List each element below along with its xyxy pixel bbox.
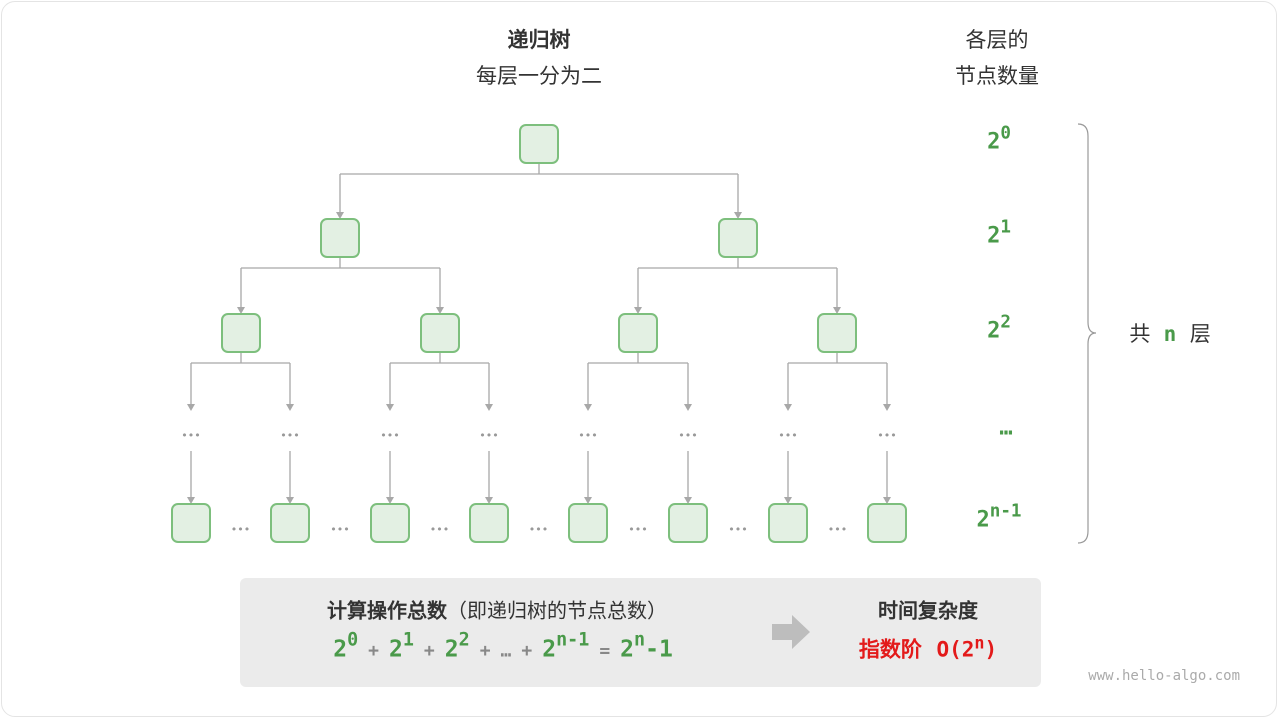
arrowhead-icon [286,404,294,411]
summary-formula: 20 +21 +22 +… +2n-1 = 2n-1 [333,629,673,663]
tree-node [867,503,907,543]
arrowhead-icon [634,307,642,314]
tree-node [668,503,708,543]
watermark: www.hello-algo.com [1088,668,1240,684]
arrowhead-icon [485,497,493,504]
ellipsis: ••• [628,523,647,536]
tree-node [618,313,658,353]
arrowhead-icon [286,497,294,504]
arrowhead-icon [684,404,692,411]
tree-node [320,218,360,258]
total-layers-label: 共 n 层 [1129,322,1211,346]
diagram-subtitle: 每层一分为二 [476,64,602,88]
ellipsis: ••• [728,523,747,536]
arrowhead-icon [485,404,493,411]
arrowhead-icon [833,307,841,314]
tree-node [171,503,211,543]
ellipsis: ••• [330,523,349,536]
arrowhead-icon [187,404,195,411]
arrowhead-icon [237,307,245,314]
arrowhead-icon [386,404,394,411]
arrowhead-icon [784,404,792,411]
arrowhead-icon [336,212,344,219]
arrowhead-icon [734,212,742,219]
ellipsis: ••• [778,429,797,442]
tree-node [420,313,460,353]
level-2-count: 22 [987,312,1011,344]
ellipsis: ••• [231,523,250,536]
summary-title: 计算操作总数（即递归树的节点总数） [327,598,667,623]
ellipsis: ••• [529,523,548,536]
arrowhead-icon [436,307,444,314]
level-count-header-line2: 节点数量 [955,64,1039,88]
tree-node [221,313,261,353]
arrowhead-icon [584,497,592,504]
ellipsis: ••• [678,429,697,442]
tree-node [469,503,509,543]
ellipsis: ••• [877,429,896,442]
arrowhead-icon [883,497,891,504]
complexity-title: 时间复杂度 [878,598,978,623]
tree-node [718,218,758,258]
arrowhead-icon [684,497,692,504]
ellipsis: ••• [380,429,399,442]
tree-node [768,503,808,543]
diagram-title: 递归树 [507,28,571,52]
ellipsis: ••• [479,429,498,442]
arrowhead-icon [784,497,792,504]
tree-node [568,503,608,543]
ellipsis: ••• [280,429,299,442]
brace [1077,123,1097,544]
ellipsis: ••• [828,523,847,536]
tree-node [519,124,559,164]
tree-node [370,503,410,543]
arrowhead-icon [386,497,394,504]
ellipsis: ••• [578,429,597,442]
level-ellipsis: … [999,415,1013,441]
level-1-count: 21 [987,217,1011,249]
arrowhead-icon [584,404,592,411]
ellipsis: ••• [181,429,200,442]
arrowhead-icon [187,497,195,504]
summary-panel [240,578,1041,687]
level-0-count: 20 [987,123,1011,155]
ellipsis: ••• [430,523,449,536]
tree-node [817,313,857,353]
tree-node [270,503,310,543]
complexity-value: 指数阶 O(2n) [858,632,998,662]
level-last-count: 2n-1 [976,501,1022,533]
arrowhead-icon [883,404,891,411]
level-count-header-line1: 各层的 [965,28,1029,52]
